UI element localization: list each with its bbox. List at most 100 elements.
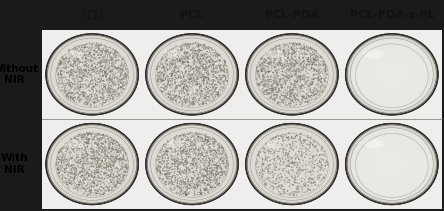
Point (78, 188, 85, 191)
Point (295, 75, 302, 78)
Point (178, 51, 186, 54)
Point (299, 186, 306, 189)
Point (267, 150, 274, 154)
Point (157, 78, 164, 82)
Point (219, 89, 226, 92)
Point (204, 74, 211, 78)
Point (289, 82, 296, 85)
Point (62, 91, 69, 94)
Point (185, 52, 192, 55)
Point (184, 73, 191, 77)
Point (210, 172, 217, 175)
Point (85, 48, 92, 51)
Point (277, 192, 284, 195)
Point (210, 175, 218, 178)
Point (309, 78, 316, 81)
Point (72, 52, 79, 55)
Point (111, 176, 118, 179)
Point (217, 56, 224, 59)
Point (180, 75, 187, 78)
Point (95, 175, 102, 179)
Point (273, 71, 280, 74)
Point (111, 52, 118, 55)
Point (295, 67, 302, 70)
Point (274, 182, 281, 185)
Point (282, 89, 289, 92)
Point (294, 83, 301, 86)
Point (192, 157, 199, 161)
Point (289, 43, 297, 47)
Point (272, 92, 279, 96)
Ellipse shape (63, 50, 84, 58)
Point (314, 170, 321, 174)
Point (273, 76, 280, 80)
Point (63, 183, 70, 186)
Point (278, 187, 285, 190)
Point (96, 134, 103, 137)
Point (182, 60, 189, 63)
Point (83, 187, 91, 191)
Point (306, 60, 313, 64)
Point (312, 146, 319, 149)
Point (281, 57, 288, 60)
Point (204, 147, 211, 150)
Point (203, 188, 210, 191)
Point (154, 66, 161, 70)
Point (107, 92, 114, 95)
Point (195, 150, 202, 153)
Point (99, 53, 106, 56)
Point (266, 88, 273, 92)
Point (98, 84, 105, 87)
Point (278, 85, 285, 88)
Point (190, 68, 197, 72)
Point (269, 78, 276, 82)
Point (321, 68, 328, 71)
Point (55, 168, 62, 172)
Point (198, 99, 205, 103)
Point (301, 59, 309, 63)
Point (318, 89, 325, 93)
Point (288, 147, 295, 150)
Point (269, 85, 276, 89)
Point (277, 98, 284, 101)
Point (209, 85, 216, 88)
Point (220, 64, 227, 68)
Point (81, 176, 88, 180)
Point (162, 77, 169, 81)
Point (272, 86, 279, 89)
Point (91, 65, 99, 69)
Point (199, 153, 206, 157)
Point (310, 141, 317, 144)
Point (165, 158, 172, 162)
Point (174, 70, 181, 73)
Point (270, 61, 278, 65)
Point (222, 77, 229, 80)
Point (284, 42, 291, 45)
Point (258, 68, 265, 71)
Point (254, 160, 261, 163)
Point (296, 169, 303, 172)
Point (209, 83, 216, 86)
Point (265, 52, 272, 56)
Point (190, 55, 198, 59)
Point (167, 51, 174, 55)
Point (259, 74, 266, 77)
Point (161, 181, 168, 185)
Point (197, 102, 204, 105)
Point (92, 188, 99, 192)
Point (57, 164, 64, 167)
Point (204, 64, 211, 68)
Point (267, 69, 274, 73)
Point (296, 42, 303, 46)
Point (213, 179, 220, 183)
Point (198, 44, 205, 47)
Point (309, 143, 316, 146)
Point (188, 141, 195, 144)
Point (190, 56, 197, 60)
Point (105, 83, 112, 86)
Point (284, 93, 291, 96)
Point (200, 97, 207, 101)
Point (216, 179, 223, 183)
Point (157, 161, 164, 165)
Point (276, 192, 283, 195)
